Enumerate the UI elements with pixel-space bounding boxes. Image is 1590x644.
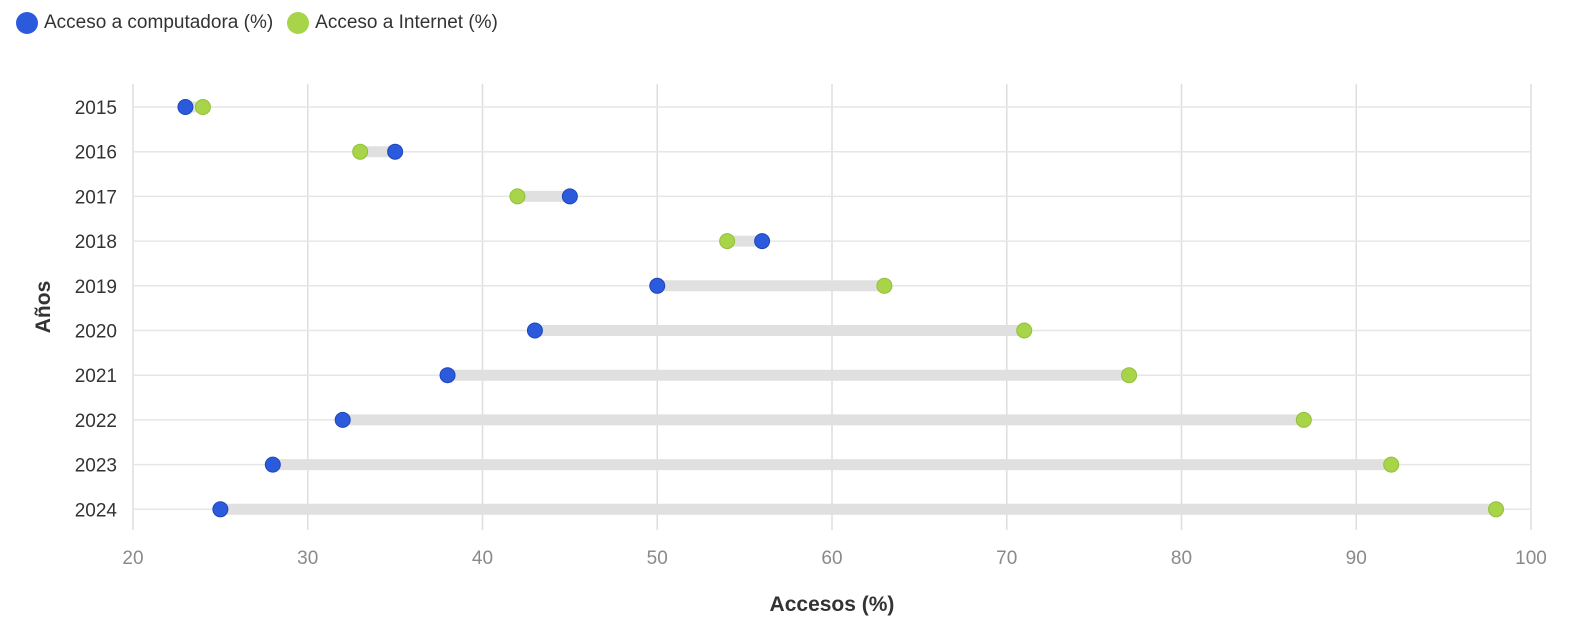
y-tick-label: 2017	[75, 187, 117, 208]
point-computadora[interactable]	[387, 143, 404, 160]
point-computadora[interactable]	[177, 99, 194, 115]
point-internet[interactable]	[1121, 367, 1138, 384]
y-tick-labels: 2015 2016 2017 2018 2019 2020 2021 2022 2023 2024	[75, 98, 118, 521]
point-computadora[interactable]	[439, 367, 456, 384]
y-tick-label: 2023	[75, 456, 117, 477]
x-tick-label: 40	[472, 548, 493, 569]
y-tick-label: 2018	[75, 232, 117, 253]
point-internet[interactable]	[509, 188, 526, 205]
x-tick-label: 30	[297, 548, 318, 569]
y-tick-label: 2021	[75, 366, 117, 387]
point-layer	[177, 99, 1505, 518]
legend-item-internet[interactable]: Acceso a Internet (%)	[287, 12, 498, 34]
point-computadora[interactable]	[649, 277, 666, 294]
point-internet[interactable]	[1383, 456, 1400, 473]
x-tick-label: 90	[1346, 548, 1367, 569]
legend: Acceso a computadora (%) Acceso a Intern…	[16, 12, 498, 34]
y-axis-title: Años	[32, 281, 55, 334]
x-tick-labels: 20 30 40 50 60 70 80 90 100	[122, 548, 1546, 569]
y-tick-label: 2022	[75, 411, 117, 432]
y-tick-label: 2016	[75, 143, 117, 164]
point-internet[interactable]	[719, 233, 736, 250]
legend-label-computadora: Acceso a computadora (%)	[44, 12, 274, 33]
x-axis-title: Accesos (%)	[770, 593, 895, 616]
x-tick-label: 80	[1171, 548, 1192, 569]
point-computadora[interactable]	[526, 322, 543, 339]
point-computadora[interactable]	[561, 188, 578, 205]
x-tick-label: 20	[122, 548, 143, 569]
point-internet[interactable]	[1488, 501, 1505, 518]
x-tick-label: 70	[996, 548, 1017, 569]
point-computadora[interactable]	[212, 501, 229, 518]
x-tick-label: 100	[1515, 548, 1547, 569]
point-internet[interactable]	[194, 99, 211, 115]
y-tick-label: 2020	[75, 322, 117, 343]
x-tick-label: 60	[821, 548, 842, 569]
y-tick-label: 2015	[75, 98, 117, 119]
point-computadora[interactable]	[334, 411, 351, 428]
legend-label-internet: Acceso a Internet (%)	[315, 12, 498, 33]
legend-item-computadora[interactable]: Acceso a computadora (%)	[16, 12, 273, 34]
point-internet[interactable]	[1295, 411, 1312, 428]
connector-layer	[185, 101, 1497, 515]
legend-dot-computadora	[16, 12, 38, 34]
point-internet[interactable]	[1016, 322, 1033, 339]
point-internet[interactable]	[876, 277, 893, 294]
point-internet[interactable]	[352, 143, 369, 160]
legend-dot-internet	[287, 12, 310, 34]
y-tick-label: 2024	[75, 500, 118, 521]
y-tick-label: 2019	[75, 277, 117, 298]
point-computadora[interactable]	[754, 233, 771, 250]
point-computadora[interactable]	[264, 456, 281, 473]
x-tick-label: 50	[647, 548, 668, 569]
